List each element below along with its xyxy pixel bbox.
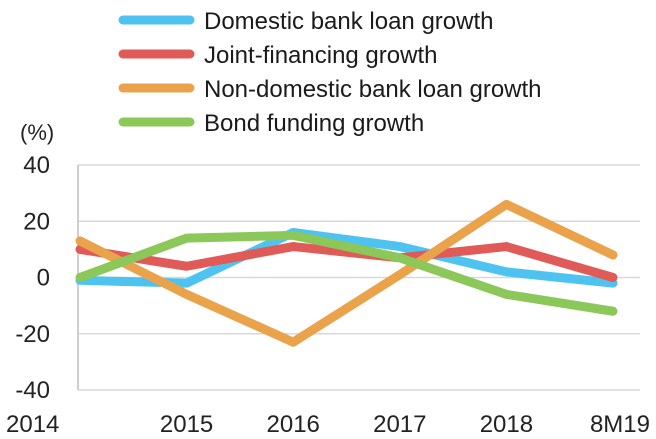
series-line-bond-funding-growth (75, 230, 618, 316)
x-tick-label: 8M19 (590, 411, 650, 438)
x-tick-label: 2014 (6, 411, 59, 438)
x-tick-label: 2015 (160, 411, 213, 438)
legend: Domestic bank loan growth Joint-financing… (118, 8, 542, 137)
series-lines (75, 199, 618, 347)
legend-label: Bond funding growth (204, 110, 424, 137)
y-tick-label: 40 (23, 152, 50, 179)
x-tick-label: 2016 (267, 411, 320, 438)
y-tick-labels: 40 20 0 -20 -40 (15, 152, 50, 404)
x-tick-label: 2018 (480, 411, 533, 438)
y-axis-unit-label: (%) (20, 120, 54, 145)
y-tick-label: 0 (37, 265, 50, 292)
series-line-non-domestic-bank-loan-growth (75, 199, 618, 347)
series-line-joint-financing-growth (75, 242, 618, 282)
y-tick-label: -40 (15, 377, 50, 404)
legend-label: Domestic bank loan growth (204, 8, 493, 35)
x-tick-label: 2017 (373, 411, 426, 438)
y-tick-label: 20 (23, 208, 50, 235)
legend-label: Joint-financing growth (204, 42, 437, 69)
y-tick-label: -20 (15, 321, 50, 348)
x-tick-labels: 2014 2015 2016 2017 2018 8M19 (6, 411, 650, 438)
legend-label: Non-domestic bank loan growth (204, 76, 542, 103)
